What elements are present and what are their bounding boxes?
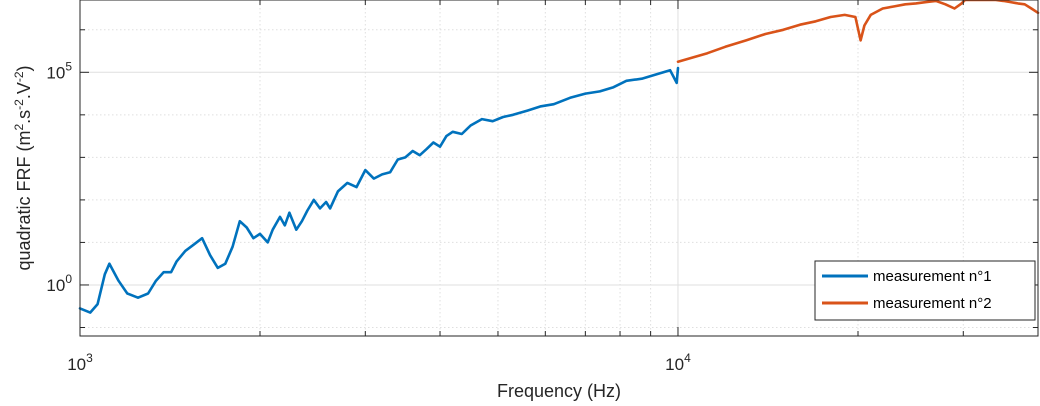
legend-entry-1: measurement n°1 xyxy=(873,268,992,285)
y-tick-label: 100 xyxy=(46,272,72,295)
legend-entry-2: measurement n°2 xyxy=(873,295,992,312)
plot-frame xyxy=(79,0,1039,337)
y-tick-label: 105 xyxy=(46,59,72,82)
x-tick-label: 104 xyxy=(665,351,691,374)
legend-box xyxy=(814,260,1036,321)
axis-ticks: 103 104 100 105 xyxy=(46,0,1039,374)
legend: measurement n°1 measurement n°2 xyxy=(814,260,1036,321)
y-axis-label: quadratic FRF (m2.s-2.V-2) xyxy=(12,65,34,270)
series-line-1 xyxy=(78,66,680,314)
x-axis-label: Frequency (Hz) xyxy=(497,381,621,401)
x-tick-label: 103 xyxy=(67,351,93,374)
